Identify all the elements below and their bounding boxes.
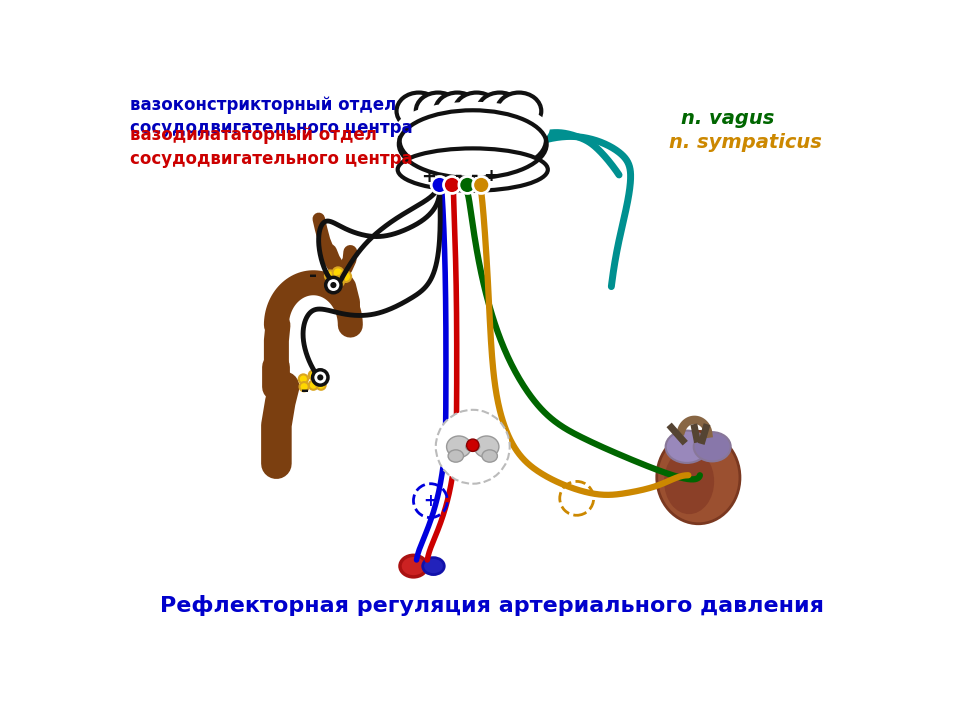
Text: +: + <box>423 492 438 510</box>
Circle shape <box>340 271 351 282</box>
Circle shape <box>472 176 490 194</box>
Ellipse shape <box>665 431 708 463</box>
Circle shape <box>332 267 344 278</box>
Ellipse shape <box>446 436 471 457</box>
Circle shape <box>324 271 336 282</box>
Circle shape <box>300 382 309 391</box>
Text: n. sympaticus: n. sympaticus <box>669 132 822 152</box>
Circle shape <box>444 176 461 194</box>
Circle shape <box>309 381 318 390</box>
Text: -: - <box>300 381 309 400</box>
Text: n. vagus: n. vagus <box>681 109 774 128</box>
Text: -: - <box>308 266 317 284</box>
Ellipse shape <box>694 432 731 462</box>
Circle shape <box>467 439 479 451</box>
Circle shape <box>436 410 510 484</box>
Circle shape <box>330 282 336 288</box>
Ellipse shape <box>454 93 499 130</box>
Circle shape <box>317 381 325 390</box>
Text: +: + <box>483 167 498 185</box>
Circle shape <box>325 277 341 293</box>
Ellipse shape <box>396 102 550 156</box>
Ellipse shape <box>477 93 522 130</box>
Ellipse shape <box>466 442 480 451</box>
Ellipse shape <box>448 450 464 462</box>
Circle shape <box>309 371 318 379</box>
Ellipse shape <box>474 436 499 457</box>
Text: вазодилататорный отдел
сосудодвигательного центра: вазодилататорный отдел сосудодвигательно… <box>131 127 413 168</box>
Ellipse shape <box>664 449 714 514</box>
Circle shape <box>317 373 325 382</box>
Ellipse shape <box>496 93 541 130</box>
Text: +: + <box>421 168 437 186</box>
Circle shape <box>459 176 476 194</box>
Text: -: - <box>470 167 478 185</box>
Ellipse shape <box>657 431 740 523</box>
Circle shape <box>333 276 344 287</box>
Ellipse shape <box>399 106 546 175</box>
Ellipse shape <box>482 450 497 462</box>
Text: -: - <box>455 167 463 185</box>
Ellipse shape <box>416 93 461 130</box>
Ellipse shape <box>400 555 427 577</box>
Text: Рефлекторная регуляция артериального давления: Рефлекторная регуляция артериального дав… <box>160 595 824 616</box>
Ellipse shape <box>396 93 442 130</box>
Ellipse shape <box>422 557 444 575</box>
Ellipse shape <box>435 93 480 130</box>
Circle shape <box>431 176 448 194</box>
Circle shape <box>313 370 328 385</box>
Ellipse shape <box>397 148 548 191</box>
Text: вазоконстрикторный отдел
сосудодвигательного центра: вазоконстрикторный отдел сосудодвигатель… <box>131 96 413 138</box>
Circle shape <box>317 374 324 381</box>
Circle shape <box>299 374 308 384</box>
